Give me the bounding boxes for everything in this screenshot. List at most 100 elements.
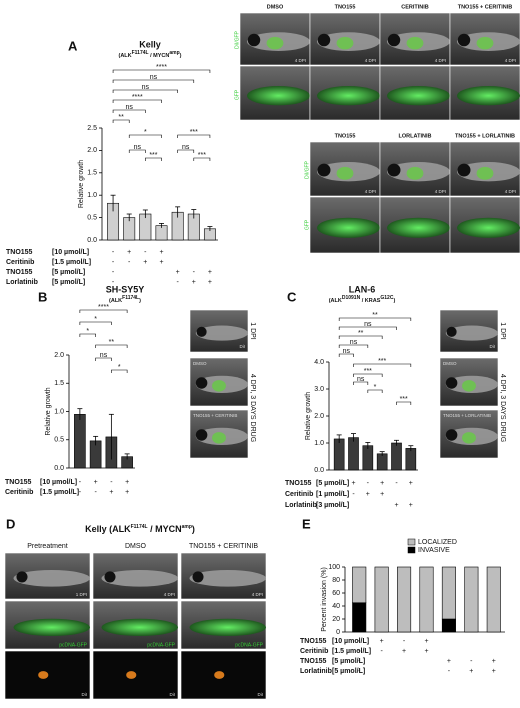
- treatment-sign: +: [176, 269, 180, 276]
- sig-bracket: [112, 119, 130, 123]
- treatment-sign: +: [492, 668, 496, 675]
- y-tick-label: 2.0: [314, 413, 324, 420]
- image-stamp: 4 DPI: [435, 189, 446, 194]
- sig-bracket: [353, 363, 412, 367]
- treatment-sign: -: [448, 668, 451, 675]
- sig-bracket: [353, 373, 383, 377]
- subtitle: (ALKF1174L): [109, 295, 141, 304]
- subtitle-part: F1174L: [132, 50, 149, 56]
- treatment-dose: [10 µmol/L]: [40, 479, 77, 486]
- tumor: [406, 166, 424, 180]
- y-tick-label: 3.0: [314, 386, 324, 393]
- image-header: TNO155 + LORLATINIB: [455, 133, 515, 139]
- treatment-sign: +: [125, 479, 129, 486]
- treatment-sign: +: [380, 491, 384, 498]
- treatment-name: TNO155: [300, 638, 327, 645]
- fish-body: [247, 85, 310, 106]
- subtitle-part: amp: [182, 524, 192, 530]
- fish-eye: [457, 33, 471, 47]
- sig-bracket: [128, 134, 162, 138]
- y-tick-label: 2.0: [87, 147, 97, 154]
- treatment-sign: -: [358, 638, 361, 645]
- row-label: DiI/GFP: [234, 30, 240, 48]
- subtitle-part: / KRAS: [360, 298, 381, 304]
- image-stamp: 4 DPI: [505, 189, 516, 194]
- bar-segment: [419, 566, 434, 633]
- y-axis-label: Relative growth: [45, 387, 52, 435]
- fish-body: [457, 85, 520, 106]
- treatment-dose: [1.5 µmol/L]: [40, 489, 79, 496]
- image-label: TNO155 + LORLATINIB: [443, 413, 491, 418]
- treatment-name: Ceritinib: [6, 259, 34, 266]
- sig-bracket: [396, 401, 412, 405]
- treatment-sign: +: [351, 480, 355, 487]
- subtitle-part: / MYCN: [149, 53, 170, 59]
- bar: [391, 442, 402, 471]
- fish-eye: [445, 429, 458, 441]
- treatment-name: TNO155: [285, 480, 312, 487]
- fish-body: [101, 618, 178, 637]
- sig-label: *: [94, 316, 97, 323]
- treatment-name: Lorlatinib: [300, 668, 332, 675]
- fish-body: [13, 618, 90, 637]
- treatment-sign: -: [112, 279, 115, 286]
- y-axis-label: Percent invasion (%): [321, 567, 328, 632]
- treatment-sign: -: [352, 491, 355, 498]
- y-tick-label: 1.0: [314, 440, 324, 447]
- treatment-sign: -: [403, 638, 406, 645]
- legend-swatch: [407, 538, 416, 546]
- sig-label: *: [374, 384, 377, 391]
- fish-eye: [445, 377, 458, 389]
- y-axis-label: Relative growth: [305, 392, 312, 440]
- y-tick-label: 40: [332, 603, 340, 610]
- treatment-sign: +: [469, 668, 473, 675]
- treatment-dose: [10 µmol/L]: [332, 638, 369, 645]
- subtitle-part: ): [393, 298, 395, 304]
- treatment-sign: +: [447, 658, 451, 665]
- dye-spot: [38, 671, 49, 679]
- row-label: GFP: [234, 89, 240, 100]
- image-tag: pcDNA-GFP: [59, 642, 87, 648]
- sig-label: ns: [364, 321, 372, 328]
- sig-label: ns: [134, 144, 142, 151]
- fish-eye: [457, 163, 471, 177]
- treatment-sign: +: [208, 269, 212, 276]
- image-stamp: 4 DPI: [365, 189, 376, 194]
- sig-label: *: [144, 129, 147, 136]
- treatment-sign: +: [143, 259, 147, 266]
- panel-label: A: [68, 38, 78, 53]
- treatment-sign: -: [367, 480, 370, 487]
- subtitle-part: F1174L: [122, 295, 139, 301]
- tumor: [462, 380, 476, 392]
- image-header: Pretreatment: [27, 543, 68, 550]
- y-tick-label: 4.0: [314, 359, 324, 366]
- treatment-sign: +: [424, 638, 428, 645]
- image-header: LORLATINIB: [399, 133, 432, 139]
- image-tag: pcDNA-GFP: [235, 642, 263, 648]
- treatment-sign: -: [112, 249, 115, 256]
- image-header: DMSO: [125, 543, 147, 550]
- y-tick-label: 20: [332, 616, 340, 623]
- fish-body: [457, 217, 520, 238]
- sig-bracket: [338, 335, 383, 339]
- image-header: TNO155 + CERITINIB: [458, 4, 513, 10]
- treatment-sign: +: [380, 638, 384, 645]
- treatment-sign: -: [94, 489, 97, 496]
- fish-body: [189, 618, 266, 637]
- treatment-sign: +: [409, 480, 413, 487]
- bar: [405, 448, 417, 471]
- sig-bracket: [112, 89, 178, 93]
- fish-eye: [195, 429, 208, 441]
- y-tick-label: 1.5: [87, 170, 97, 177]
- tumor: [336, 36, 354, 50]
- treatment-name: Ceritinib: [285, 491, 313, 498]
- y-tick-label: 0: [336, 629, 340, 636]
- treatment-dose: [10 µmol/L]: [52, 249, 89, 256]
- fish-body: [189, 570, 266, 587]
- sig-bracket: [79, 309, 128, 313]
- bar: [333, 438, 345, 471]
- subtitle-part: ): [192, 524, 195, 534]
- treatment-sign: -: [380, 648, 383, 655]
- sig-bracket: [95, 344, 128, 348]
- treatment-dose: [1 µmol/L]: [316, 491, 349, 498]
